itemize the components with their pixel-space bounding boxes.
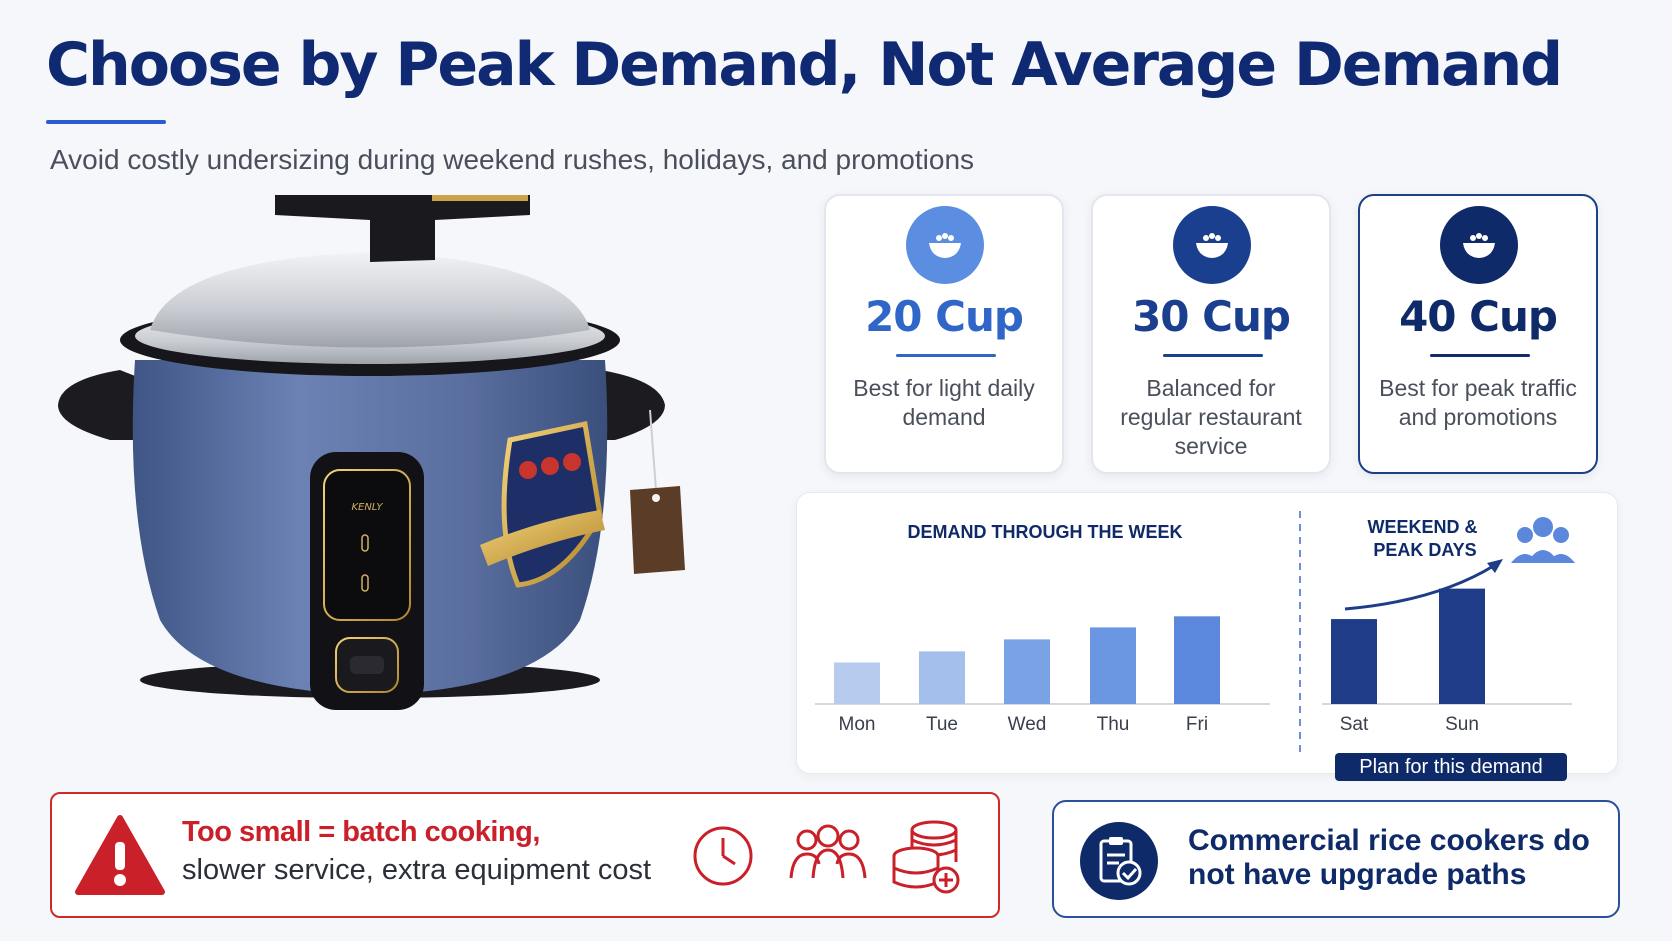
cup-option-description: Best for light daily demand bbox=[853, 375, 1035, 430]
bar-sat bbox=[1331, 619, 1377, 704]
growth-arrow-head bbox=[1487, 559, 1503, 573]
checklist-clipboard-icon bbox=[1080, 822, 1158, 900]
warning-icon bbox=[75, 815, 165, 895]
bar-thu bbox=[1090, 627, 1136, 704]
tick-label-tue: Tue bbox=[926, 714, 958, 735]
demand-chart-panel: DEMAND THROUGH THE WEEK WEEKEND & PEAK D… bbox=[796, 492, 1618, 781]
undersizing-warning: Too small = batch cooking, slower servic… bbox=[50, 792, 1000, 918]
plan-for-demand-label: Plan for this demand bbox=[1335, 753, 1567, 781]
tick-label-mon: Mon bbox=[839, 714, 876, 735]
tick-label-wed: Wed bbox=[1008, 714, 1047, 735]
coin-stack-icon bbox=[892, 820, 960, 894]
cup-option-title: 20 Cup bbox=[865, 292, 1024, 341]
cup-option-card-30: 30 Cup Balanced for regular restaurant s… bbox=[1091, 194, 1331, 474]
upgrade-path-text: Commercial rice cookers do not have upgr… bbox=[1188, 824, 1590, 891]
growth-arrow bbox=[1344, 563, 1496, 611]
clock-icon bbox=[693, 826, 753, 886]
demand-chart: DEMAND THROUGH THE WEEK WEEKEND & PEAK D… bbox=[815, 511, 1575, 755]
cup-option-divider bbox=[896, 354, 996, 357]
title-underline bbox=[46, 120, 166, 124]
page-subtitle: Avoid costly undersizing during weekend … bbox=[50, 144, 975, 175]
bar-fri bbox=[1174, 616, 1220, 704]
rice-bowl-icon bbox=[1173, 206, 1251, 284]
cup-option-description: Balanced for regular restaurant service bbox=[1120, 375, 1302, 459]
tick-label-sun: Sun bbox=[1445, 714, 1479, 735]
warning-headline: Too small = batch cooking, bbox=[182, 816, 540, 848]
rice-bowl-icon bbox=[906, 206, 984, 284]
people-group-icon bbox=[1511, 517, 1575, 563]
rice-cooker-image: KENLY bbox=[58, 195, 685, 710]
bar-sun bbox=[1439, 588, 1485, 704]
cup-option-card-20: 20 Cup Best for light daily demand bbox=[824, 194, 1064, 474]
cup-option-card-40: 40 Cup Best for peak traffic and promoti… bbox=[1358, 194, 1598, 474]
cup-option-divider bbox=[1163, 354, 1263, 357]
cup-option-description: Best for peak traffic and promotions bbox=[1379, 375, 1577, 430]
page-title: Choose by Peak Demand, Not Average Deman… bbox=[46, 30, 1563, 100]
chart-bars bbox=[834, 588, 1485, 704]
tick-label-fri: Fri bbox=[1186, 714, 1208, 735]
chart-title: DEMAND THROUGH THE WEEK bbox=[908, 522, 1183, 542]
svg-text:KENLY: KENLY bbox=[351, 502, 383, 513]
tick-label-thu: Thu bbox=[1097, 714, 1130, 735]
cup-option-divider bbox=[1430, 354, 1530, 357]
cup-option-title: 30 Cup bbox=[1132, 292, 1291, 341]
cup-option-title: 40 Cup bbox=[1399, 292, 1558, 341]
bar-tue bbox=[919, 651, 965, 704]
upgrade-path-note: Commercial rice cookers do not have upgr… bbox=[1052, 800, 1620, 918]
staff-group-icon bbox=[789, 824, 867, 879]
bar-mon bbox=[834, 662, 880, 704]
chart-tick-labels: Mon Tue Wed Thu Fri Sat Sun bbox=[839, 714, 1479, 735]
peak-days-title: WEEKEND & PEAK DAYS bbox=[1367, 517, 1482, 560]
warning-detail: slower service, extra equipment cost bbox=[182, 854, 652, 886]
rice-bowl-icon bbox=[1440, 206, 1518, 284]
tick-label-sat: Sat bbox=[1340, 714, 1369, 735]
bar-wed bbox=[1004, 639, 1050, 704]
